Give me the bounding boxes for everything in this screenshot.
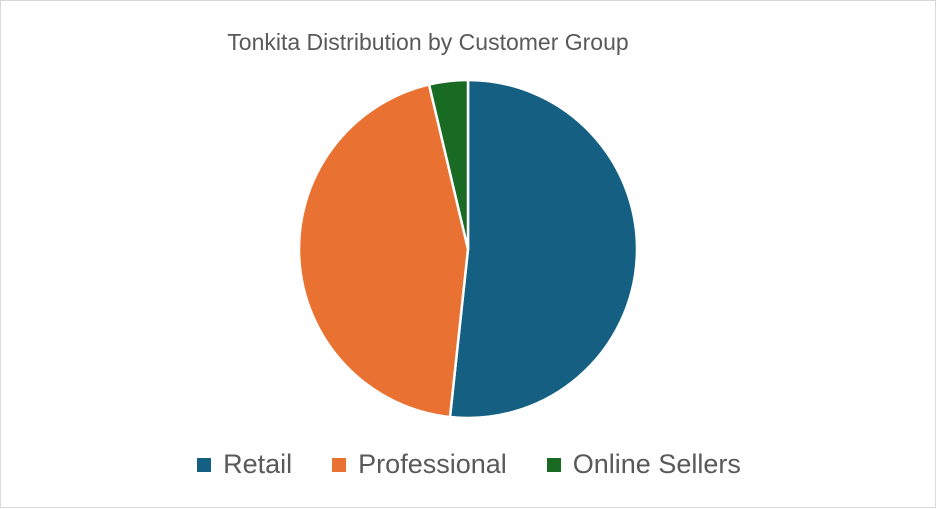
legend-label-professional: Professional [358, 449, 507, 479]
legend-swatch-professional [332, 457, 347, 472]
pie-slice-online-sellers [427, 78, 470, 251]
pie-slice-retail [448, 78, 639, 420]
legend-swatch-retail [197, 457, 212, 472]
legend-swatch-online-sellers [546, 457, 561, 472]
legend-item-retail: Retail [197, 449, 292, 480]
legend: Retail Professional Online Sellers [1, 449, 936, 480]
chart-title: Tonkita Distribution by Customer Group [227, 29, 629, 55]
legend-label-online-sellers: Online Sellers [572, 449, 741, 479]
legend-item-professional: Professional [332, 449, 507, 480]
pie-slice-professional [297, 83, 470, 419]
legend-item-online-sellers: Online Sellers [546, 449, 741, 480]
legend-label-retail: Retail [223, 449, 293, 479]
